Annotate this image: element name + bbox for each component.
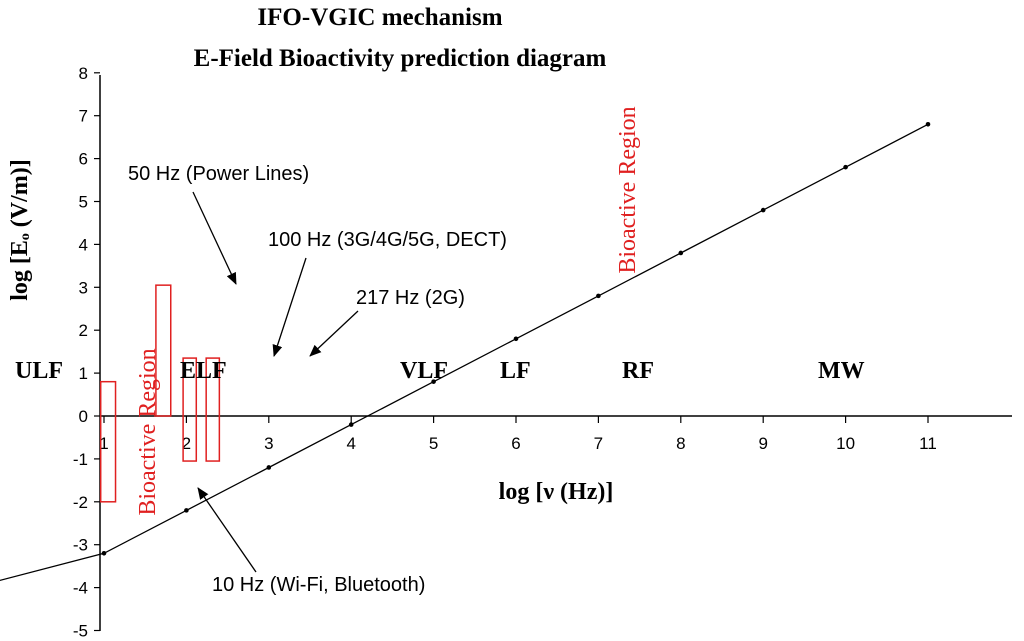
y-tick-label: 5 bbox=[79, 193, 88, 212]
y-tick-label: -3 bbox=[73, 536, 88, 555]
x-tick-label: 1 bbox=[99, 434, 108, 453]
y-tick-label: 3 bbox=[79, 278, 88, 297]
y-tick-label: -4 bbox=[73, 579, 88, 598]
annotation-50hz: 50 Hz (Power Lines) bbox=[128, 163, 309, 185]
series-point bbox=[760, 207, 766, 213]
series-point bbox=[184, 508, 189, 513]
y-tick-label: 6 bbox=[79, 150, 88, 169]
x-tick-label: 6 bbox=[511, 434, 520, 453]
annotation-217hz: 217 Hz (2G) bbox=[356, 287, 465, 309]
band-label-rf: RF bbox=[622, 358, 654, 384]
series-point bbox=[348, 422, 354, 427]
series-line bbox=[0, 121, 931, 582]
y-tick-label: 1 bbox=[79, 364, 88, 383]
x-axis-label: log [ν (Hz)] bbox=[499, 479, 614, 505]
annotation-217hz-arrow bbox=[309, 310, 359, 357]
y-tick-label: -5 bbox=[73, 622, 88, 641]
y-tick-label: -2 bbox=[73, 493, 88, 512]
x-tick-label: 4 bbox=[346, 434, 355, 453]
series-point bbox=[431, 379, 436, 384]
y-tick-label: 0 bbox=[79, 407, 88, 426]
series-point bbox=[843, 164, 848, 170]
annotation-100hz-arrow bbox=[272, 257, 307, 357]
x-tick-label: 3 bbox=[264, 434, 273, 453]
frequency-ranges bbox=[99, 284, 221, 503]
annotation-50hz-arrow bbox=[192, 191, 237, 285]
series-point bbox=[266, 465, 272, 470]
series-line-path bbox=[0, 123, 929, 582]
y-tick-label: 2 bbox=[79, 321, 88, 340]
bioactive-region-label-right: Bioactive Region bbox=[615, 106, 641, 273]
frequency-range-box-3 bbox=[182, 357, 198, 462]
y-axis-label: log [Eₒ (V/m)] bbox=[7, 159, 33, 301]
chart-title-line-1: IFO-VGIC mechanism bbox=[257, 4, 502, 31]
y-tick-label: 4 bbox=[79, 235, 88, 254]
y-tick-label: 7 bbox=[79, 107, 88, 126]
band-label-vlf: VLF bbox=[400, 358, 448, 384]
series-point bbox=[101, 550, 107, 556]
frequency-range-box-2 bbox=[155, 284, 172, 417]
x-tick-label: 10 bbox=[836, 434, 855, 453]
x-tick-label: 2 bbox=[182, 434, 191, 453]
y-tick-label: 8 bbox=[79, 64, 88, 83]
series-point bbox=[513, 336, 519, 342]
frequency-range-box-1 bbox=[99, 380, 117, 503]
series-point bbox=[596, 293, 601, 299]
annotation-10hz-arrow bbox=[197, 487, 257, 573]
x-tick-label: 5 bbox=[429, 434, 438, 453]
chart-title-line-2: E-Field Bioactivity prediction diagram bbox=[194, 45, 607, 72]
bioactive-region-label-left: Bioactive Region bbox=[135, 348, 161, 515]
y-tick-label: -1 bbox=[73, 450, 88, 469]
band-label-lf: LF bbox=[500, 358, 531, 384]
annotation-10hz: 10 Hz (Wi-Fi, Bluetooth) bbox=[212, 574, 425, 596]
series-point bbox=[925, 121, 931, 127]
band-label-elf: ELF bbox=[180, 358, 227, 384]
band-label-mw: MW bbox=[818, 358, 865, 384]
band-label-ulf: ULF bbox=[15, 358, 63, 384]
annotation-100hz: 100 Hz (3G/4G/5G, DECT) bbox=[268, 229, 507, 251]
x-tick-label: 9 bbox=[758, 434, 767, 453]
x-tick-label: 11 bbox=[919, 434, 937, 453]
series-point bbox=[678, 250, 684, 256]
x-tick-label: 8 bbox=[676, 434, 685, 453]
x-tick-label: 7 bbox=[594, 434, 603, 453]
frequency-range-box-4 bbox=[205, 357, 221, 462]
